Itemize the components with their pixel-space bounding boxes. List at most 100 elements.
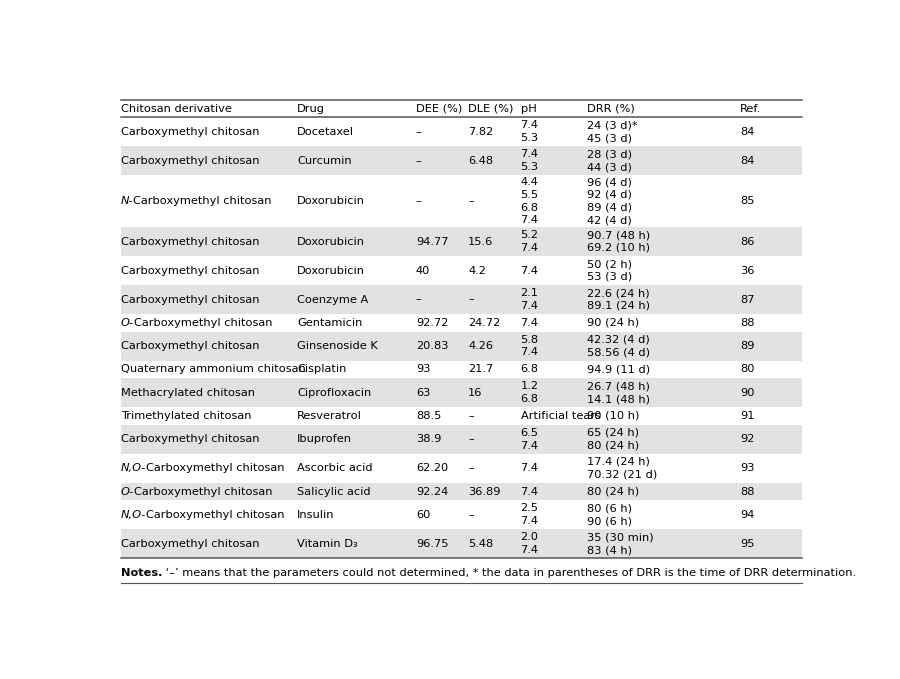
Text: Methacrylated chitosan: Methacrylated chitosan — [121, 388, 255, 398]
Text: Notes.: Notes. — [121, 568, 162, 578]
Text: Carboxymethyl chitosan: Carboxymethyl chitosan — [121, 435, 259, 444]
Text: 90 (10 h): 90 (10 h) — [587, 411, 639, 421]
Text: 5.8
7.4: 5.8 7.4 — [520, 335, 539, 357]
Text: 5.48: 5.48 — [468, 539, 493, 549]
Text: Coenzyme A: Coenzyme A — [297, 295, 369, 304]
Text: –: – — [468, 411, 474, 421]
Text: 7.4
5.3: 7.4 5.3 — [520, 149, 539, 172]
Text: 7.4: 7.4 — [520, 463, 538, 473]
Text: 36.89: 36.89 — [468, 487, 500, 496]
Text: Carboxymethyl chitosan: Carboxymethyl chitosan — [133, 196, 272, 206]
Text: Carboxymethyl chitosan: Carboxymethyl chitosan — [134, 318, 273, 328]
Text: Doxorubicin: Doxorubicin — [297, 236, 365, 246]
Text: 92.72: 92.72 — [416, 318, 448, 328]
Bar — [121, 331, 802, 361]
Text: 80 (24 h): 80 (24 h) — [587, 487, 639, 496]
Text: –: – — [416, 196, 422, 206]
Text: Ref.: Ref. — [740, 104, 761, 113]
Text: Quaternary ammonium chitosan: Quaternary ammonium chitosan — [121, 365, 306, 374]
Bar — [121, 425, 802, 454]
Text: 88: 88 — [740, 487, 755, 496]
Text: 5.2
7.4: 5.2 7.4 — [520, 230, 538, 253]
Text: 87: 87 — [740, 295, 755, 304]
Text: Curcumin: Curcumin — [297, 156, 352, 166]
Text: Carboxymethyl chitosan: Carboxymethyl chitosan — [121, 265, 259, 276]
Text: 35 (30 min)
83 (4 h): 35 (30 min) 83 (4 h) — [587, 532, 653, 555]
Text: 6.8: 6.8 — [520, 365, 538, 374]
Text: –: – — [468, 435, 474, 444]
Text: 15.6: 15.6 — [468, 236, 493, 246]
Text: 42.32 (4 d)
58.56 (4 d): 42.32 (4 d) 58.56 (4 d) — [587, 335, 650, 357]
Bar — [121, 361, 802, 378]
Text: –: – — [468, 510, 474, 520]
Text: –: – — [416, 127, 422, 137]
Text: 1.2
6.8: 1.2 6.8 — [520, 382, 538, 404]
Text: 80: 80 — [740, 365, 755, 374]
Text: Drug: Drug — [297, 104, 325, 113]
Text: 22.6 (24 h)
89.1 (24 h): 22.6 (24 h) 89.1 (24 h) — [587, 288, 650, 311]
Text: 88.5: 88.5 — [416, 411, 441, 421]
Text: 95: 95 — [740, 539, 755, 549]
Text: Carboxymethyl chitosan: Carboxymethyl chitosan — [121, 539, 259, 549]
Text: 20.83: 20.83 — [416, 341, 448, 351]
Text: 7.4: 7.4 — [520, 318, 538, 328]
Text: Carboxymethyl chitosan: Carboxymethyl chitosan — [146, 510, 284, 520]
Text: Ginsenoside K: Ginsenoside K — [297, 341, 378, 351]
Bar — [121, 454, 802, 483]
Text: 38.9: 38.9 — [416, 435, 441, 444]
Text: 4.26: 4.26 — [468, 341, 493, 351]
Text: 7.82: 7.82 — [468, 127, 493, 137]
Text: 85: 85 — [740, 196, 755, 206]
Text: pH: pH — [520, 104, 536, 113]
Bar — [121, 378, 802, 407]
Text: Ibuprofen: Ibuprofen — [297, 435, 352, 444]
Text: Carboxymethyl chitosan: Carboxymethyl chitosan — [121, 127, 259, 137]
Bar — [121, 147, 802, 175]
Text: Artificial tears: Artificial tears — [520, 411, 600, 421]
Text: 63: 63 — [416, 388, 430, 398]
Text: Chitosan derivative: Chitosan derivative — [121, 104, 231, 113]
Text: Ciprofloxacin: Ciprofloxacin — [297, 388, 372, 398]
Text: 2.1
7.4: 2.1 7.4 — [520, 288, 538, 311]
Text: 4.4
5.5
6.8
7.4: 4.4 5.5 6.8 7.4 — [520, 177, 539, 225]
Text: 86: 86 — [740, 236, 754, 246]
Text: 36: 36 — [740, 265, 754, 276]
Text: 17.4 (24 h)
70.32 (21 d): 17.4 (24 h) 70.32 (21 d) — [587, 457, 657, 479]
Text: 6.5
7.4: 6.5 7.4 — [520, 428, 538, 451]
Text: 21.7: 21.7 — [468, 365, 493, 374]
Text: 60: 60 — [416, 510, 430, 520]
Text: 94.9 (11 d): 94.9 (11 d) — [587, 365, 650, 374]
Text: 7.4: 7.4 — [520, 487, 538, 496]
Text: 24.72: 24.72 — [468, 318, 500, 328]
Text: 2.0
7.4: 2.0 7.4 — [520, 532, 538, 555]
Text: N,O-: N,O- — [121, 463, 146, 473]
Text: 92.24: 92.24 — [416, 487, 448, 496]
Text: Resveratrol: Resveratrol — [297, 411, 362, 421]
Text: 80 (6 h)
90 (6 h): 80 (6 h) 90 (6 h) — [587, 503, 632, 526]
Text: 93: 93 — [416, 365, 430, 374]
Bar — [121, 227, 802, 256]
Text: 91: 91 — [740, 411, 755, 421]
Text: DEE (%): DEE (%) — [416, 104, 463, 113]
Text: –: – — [468, 295, 474, 304]
Bar — [121, 483, 802, 500]
Bar — [121, 175, 802, 227]
Text: N-: N- — [121, 196, 133, 206]
Text: –: – — [416, 295, 422, 304]
Text: Cisplatin: Cisplatin — [297, 365, 346, 374]
Text: 2.5
7.4: 2.5 7.4 — [520, 503, 538, 526]
Text: O-: O- — [121, 318, 134, 328]
Text: Carboxymethyl chitosan: Carboxymethyl chitosan — [121, 295, 259, 304]
Text: Gentamicin: Gentamicin — [297, 318, 363, 328]
Text: 94.77: 94.77 — [416, 236, 448, 246]
Text: Doxorubicin: Doxorubicin — [297, 265, 365, 276]
Text: 84: 84 — [740, 127, 754, 137]
Bar — [121, 500, 802, 530]
Text: 92: 92 — [740, 435, 754, 444]
Text: 65 (24 h)
80 (24 h): 65 (24 h) 80 (24 h) — [587, 428, 639, 451]
Text: 7.4: 7.4 — [520, 265, 538, 276]
Text: –: – — [416, 156, 422, 166]
Text: Trimethylated chitosan: Trimethylated chitosan — [121, 411, 251, 421]
Bar — [121, 285, 802, 314]
Text: Carboxymethyl chitosan: Carboxymethyl chitosan — [134, 487, 273, 496]
